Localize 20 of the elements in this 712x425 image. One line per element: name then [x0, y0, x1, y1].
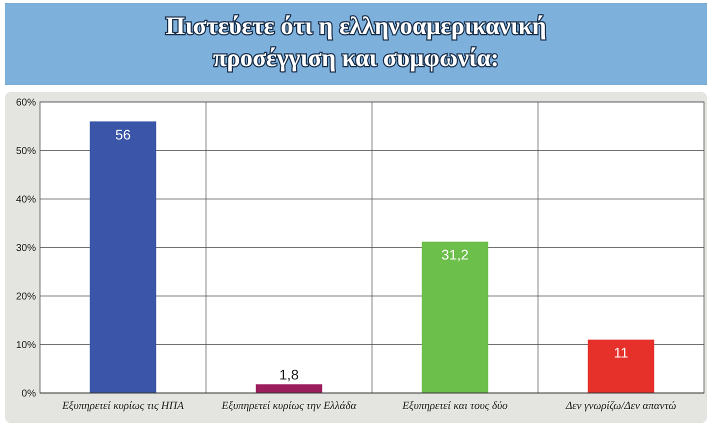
bar: [256, 384, 322, 393]
x-tick-label: Εξυπηρετεί και τους δύο: [401, 400, 508, 412]
y-tick-label: 40%: [16, 194, 36, 206]
chart-title: Πιστεύετε ότι η ελληνοαμερικανική προσέγγιση και συμφωνία:: [166, 13, 546, 72]
bar: [422, 242, 488, 393]
data-label: 56: [115, 126, 131, 142]
data-label: 11: [614, 344, 628, 361]
bar: [588, 340, 654, 393]
data-label: 31,2: [441, 246, 469, 263]
y-tick-label: 60%: [16, 98, 36, 108]
y-tick-label: 0%: [22, 388, 36, 400]
y-tick-label: 20%: [16, 292, 36, 302]
data-label: 1,8: [279, 366, 299, 382]
y-tick-label: 50%: [16, 146, 36, 157]
x-tick-label: Δεν γνωρίζω/Δεν απαντώ: [564, 400, 676, 412]
x-tick-label: Εξυπηρετεί κυρίως την Ελλάδα: [220, 400, 357, 412]
bar: [90, 121, 156, 393]
y-tick-label: 10%: [16, 340, 36, 351]
x-tick-label: Εξυπηρετεί κυρίως τις ΗΠΑ: [61, 400, 184, 412]
y-tick-label: 30%: [16, 243, 36, 254]
